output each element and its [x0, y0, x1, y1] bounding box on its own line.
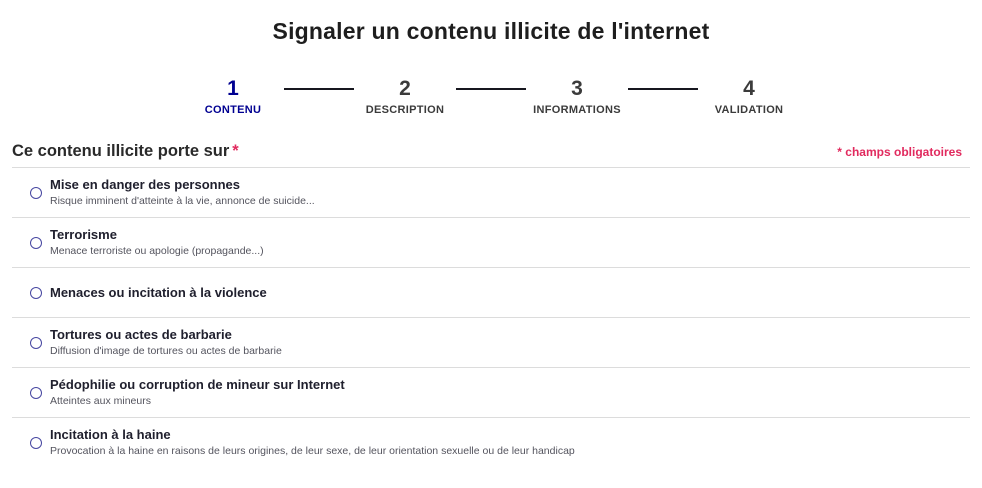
report-illicit-content-page: Signaler un contenu illicite de l'intern… — [0, 16, 982, 488]
option-text: Incitation à la haine Provocation à la h… — [50, 427, 575, 458]
step-label: CONTENU — [204, 104, 262, 116]
question-label: Ce contenu illicite porte sur * — [12, 141, 239, 161]
step-number: 3 — [571, 77, 583, 100]
content-type-option-row[interactable]: Menaces ou incitation à la violence — [12, 267, 970, 317]
radio-button-icon[interactable] — [30, 436, 42, 449]
step-label: INFORMATIONS — [533, 104, 621, 116]
form-header: Ce contenu illicite porte sur * * champs … — [0, 141, 982, 161]
step-label: DESCRIPTION — [365, 104, 445, 116]
radio-button-icon[interactable] — [30, 386, 42, 399]
option-text: Tortures ou actes de barbarie Diffusion … — [50, 327, 282, 358]
stepper-step-contenu: 1 CONTENU — [182, 76, 284, 117]
step-connector-line — [284, 88, 354, 90]
radio-button-icon[interactable] — [30, 336, 42, 349]
stepper-step-informations: 3 INFORMATIONS — [526, 76, 628, 117]
option-title: Mise en danger des personnes — [50, 177, 241, 192]
option-title: Pédophilie ou corruption de mineur sur I… — [50, 377, 345, 392]
step-number: 2 — [399, 77, 411, 100]
option-text: Mise en danger des personnes Risque immi… — [50, 177, 315, 208]
option-description: Atteintes aux mineurs — [50, 395, 151, 407]
radio-button-icon[interactable] — [30, 186, 42, 199]
required-fields-note: * champs obligatoires — [837, 145, 962, 159]
progress-stepper: 1 CONTENU 2 DESCRIPTION 3 INFORMATIONS 4… — [0, 76, 982, 117]
option-text: Terrorisme Menace terroriste ou apologie… — [50, 227, 264, 258]
content-type-option-row[interactable]: Incitation à la haine Provocation à la h… — [12, 417, 970, 467]
required-asterisk: * — [232, 142, 239, 160]
stepper-step-description: 2 DESCRIPTION — [354, 76, 456, 117]
step-number: 1 — [227, 77, 239, 100]
option-title: Incitation à la haine — [50, 427, 171, 442]
step-label: VALIDATION — [714, 104, 784, 116]
content-type-option-row[interactable]: Tortures ou actes de barbarie Diffusion … — [12, 317, 970, 367]
page-title: Signaler un contenu illicite de l'intern… — [272, 18, 710, 44]
stepper-step-validation: 4 VALIDATION — [698, 76, 800, 117]
question-text: Ce contenu illicite porte sur — [12, 142, 230, 160]
option-description: Menace terroriste ou apologie (propagand… — [50, 245, 264, 257]
step-connector-line — [628, 88, 698, 90]
radio-button-icon[interactable] — [30, 236, 42, 249]
option-description: Risque imminent d'atteinte à la vie, ann… — [50, 195, 315, 207]
content-type-option-row[interactable]: Pédophilie ou corruption de mineur sur I… — [12, 367, 970, 417]
option-text: Menaces ou incitation à la violence — [50, 285, 267, 301]
content-type-options-list: Mise en danger des personnes Risque immi… — [12, 167, 970, 467]
option-title: Terrorisme — [50, 227, 117, 242]
step-connector-line — [456, 88, 526, 90]
step-number: 4 — [743, 77, 755, 100]
radio-button-icon[interactable] — [30, 286, 42, 299]
option-title: Tortures ou actes de barbarie — [50, 327, 232, 342]
option-description: Diffusion d'image de tortures ou actes d… — [50, 345, 282, 357]
content-type-option-row[interactable]: Terrorisme Menace terroriste ou apologie… — [12, 217, 970, 267]
option-text: Pédophilie ou corruption de mineur sur I… — [50, 377, 345, 408]
content-type-option-row[interactable]: Mise en danger des personnes Risque immi… — [12, 167, 970, 217]
option-title: Menaces ou incitation à la violence — [50, 284, 267, 300]
option-description: Provocation à la haine en raisons de leu… — [50, 445, 575, 457]
